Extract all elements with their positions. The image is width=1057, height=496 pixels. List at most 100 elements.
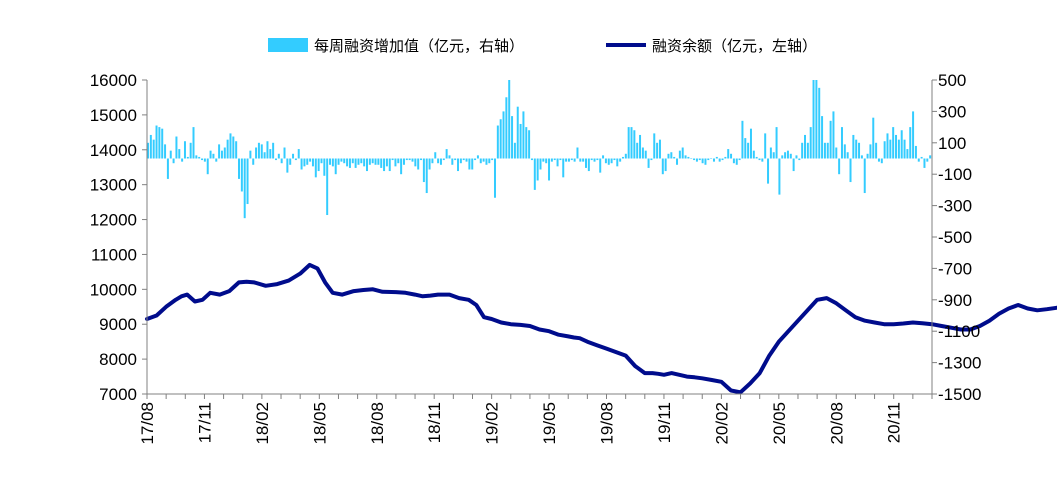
bar: [698, 158, 701, 161]
bar: [314, 158, 317, 178]
bar: [769, 147, 772, 159]
bar: [499, 119, 502, 159]
bar: [613, 158, 616, 161]
bar: [297, 149, 300, 159]
bars-layer: [147, 80, 932, 219]
bar: [172, 158, 175, 164]
bar: [838, 158, 841, 175]
bar: [602, 155, 605, 159]
bar: [238, 158, 241, 179]
bar: [491, 158, 494, 161]
bar: [448, 155, 451, 159]
y-right-tick-label: 500: [938, 71, 966, 90]
bar: [508, 80, 511, 159]
bar: [593, 158, 596, 162]
bar: [155, 125, 158, 159]
bar: [761, 158, 764, 162]
bar: [701, 158, 704, 164]
bar: [405, 158, 408, 161]
bar: [792, 158, 795, 172]
y-right-tick-label: -1100: [938, 322, 980, 341]
bar: [573, 158, 576, 162]
bar: [545, 158, 548, 164]
bar: [641, 147, 644, 159]
bar: [522, 111, 525, 159]
bar: [232, 136, 235, 159]
bar: [292, 153, 295, 159]
bar: [784, 152, 787, 159]
bar: [422, 158, 425, 183]
bar: [778, 158, 781, 195]
balance-line: [145, 262, 1057, 395]
legend-label-line: 融资余额（亿元，左轴）: [652, 37, 817, 55]
bar: [710, 158, 713, 159]
bar: [775, 127, 778, 159]
x-tick-label: 17/08: [138, 402, 157, 445]
bar: [434, 152, 437, 159]
bar: [243, 158, 246, 219]
y-right-tick-label: -1500: [938, 385, 981, 404]
bar: [599, 158, 602, 173]
bar: [408, 158, 411, 161]
bar: [198, 156, 201, 159]
bar: [240, 158, 243, 192]
bar: [320, 158, 323, 164]
bar: [363, 158, 366, 167]
bar: [212, 153, 215, 159]
bar: [875, 142, 878, 159]
y-right-tick-label: -900: [938, 291, 972, 310]
bar: [437, 158, 440, 164]
bar: [465, 158, 468, 162]
bar: [425, 158, 428, 194]
bar: [331, 158, 334, 167]
bar: [289, 158, 292, 165]
bar: [704, 158, 707, 165]
bar: [360, 158, 363, 164]
bar: [454, 158, 457, 161]
bar: [175, 136, 178, 159]
bar: [724, 156, 727, 159]
bar: [707, 158, 710, 161]
bar: [624, 153, 627, 159]
bar: [158, 127, 161, 159]
bar: [280, 158, 283, 164]
bar: [809, 127, 812, 159]
bar: [414, 158, 417, 167]
bar: [186, 156, 189, 159]
bar: [587, 158, 590, 172]
y-left-tick-label: 15000: [90, 106, 137, 125]
bar: [539, 158, 542, 170]
bar: [354, 158, 357, 168]
bar: [252, 158, 255, 165]
bar: [789, 153, 792, 159]
bar: [431, 158, 434, 164]
bar: [528, 130, 531, 159]
bar: [553, 158, 556, 161]
bar: [647, 158, 650, 168]
bar: [914, 145, 917, 159]
bar: [715, 156, 718, 159]
bar: [439, 158, 442, 165]
line-layer: [145, 262, 1057, 395]
bar: [357, 158, 360, 165]
y-left-tick-label: 13000: [90, 176, 137, 195]
bar: [630, 127, 633, 159]
bar: [621, 156, 624, 159]
bar: [337, 158, 340, 165]
bar: [607, 158, 610, 165]
legend-swatch-bars: [268, 38, 308, 52]
bar: [858, 142, 861, 159]
bar: [582, 158, 585, 162]
bar: [496, 125, 499, 159]
bar: [687, 156, 690, 159]
bar: [730, 153, 733, 159]
bar: [880, 158, 883, 164]
x-tick-label: 18/11: [425, 402, 444, 443]
bar: [627, 127, 630, 159]
bar: [929, 155, 932, 159]
bar: [346, 158, 349, 167]
bar: [656, 142, 659, 159]
bar: [451, 158, 454, 165]
bar: [530, 158, 533, 161]
bar: [368, 158, 371, 165]
